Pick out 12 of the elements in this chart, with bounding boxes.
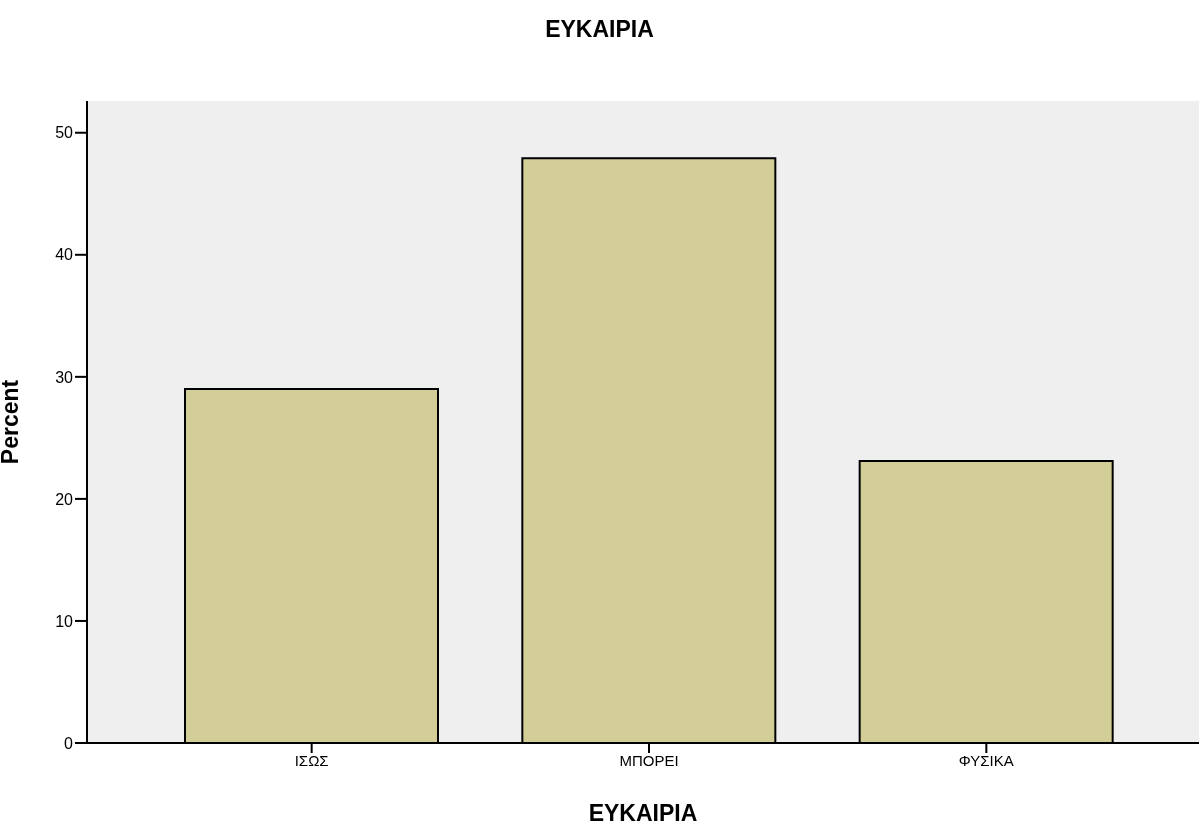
y-tick-label: 0 [64, 734, 74, 752]
x-axis-title: ΕΥΚΑΙΡΙΑ [588, 800, 698, 823]
x-tick-label: ΦΥΣΙΚΑ [958, 751, 1014, 769]
y-tick-label: 20 [55, 490, 74, 508]
y-tick-label: 30 [55, 368, 74, 386]
x-tick-label: ΜΠΟΡΕΙ [619, 751, 679, 769]
y-tick-label: 40 [55, 246, 74, 264]
x-tick-label: ΙΣΩΣ [294, 751, 329, 769]
chart-title: ΕΥΚΑΙΡΙΑ [544, 16, 655, 43]
y-tick-label: 50 [55, 124, 74, 142]
y-axis-title: Percent [0, 379, 24, 465]
y-tick-label: 10 [55, 612, 74, 630]
